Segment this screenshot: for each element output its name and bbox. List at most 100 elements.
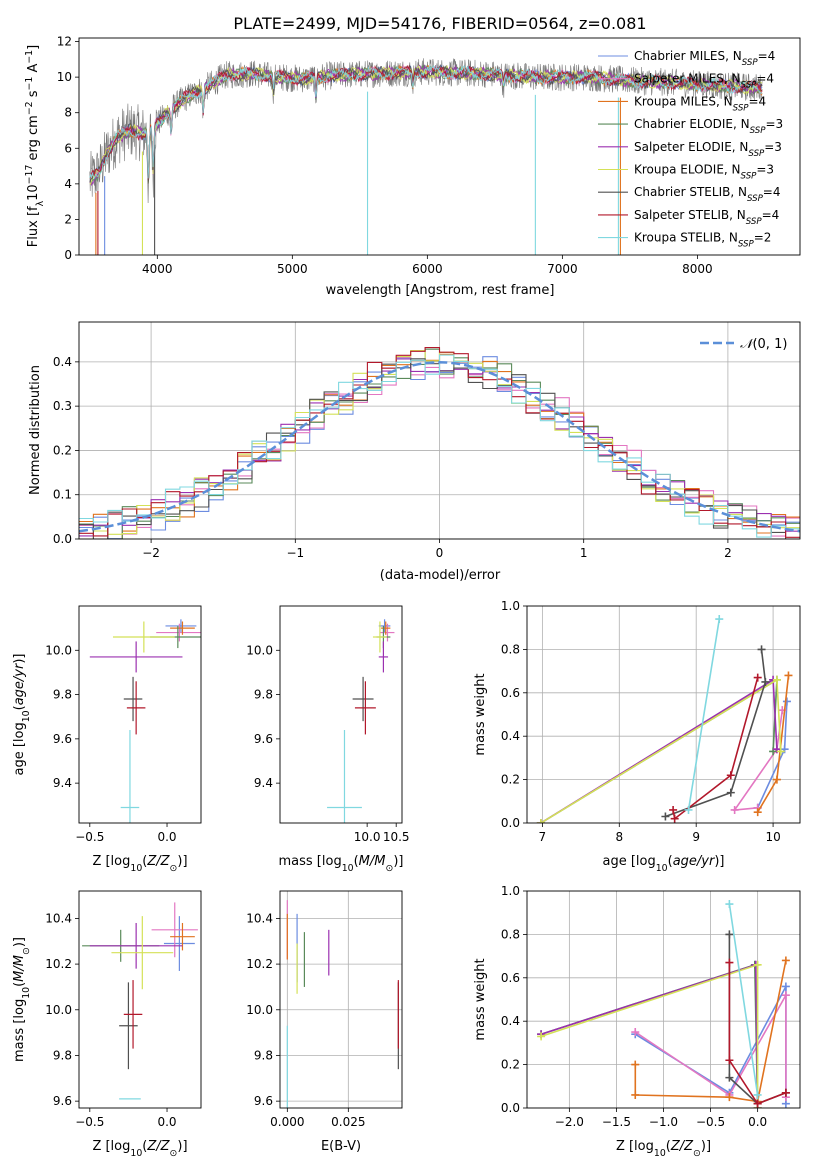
y-tick-label: 0.6 xyxy=(501,686,520,700)
weights-chabrier-stelib-line xyxy=(665,649,767,818)
y-tick-label: 9.8 xyxy=(53,688,72,702)
y-axis-label: mass [log10(M/M⊙)] xyxy=(12,937,32,1062)
weights-chabrier-stelib-marker xyxy=(661,812,670,821)
x-tick-label: 4000 xyxy=(142,262,173,276)
y-tick-label: 10.0 xyxy=(45,1003,72,1017)
y-tick-label: 0.2 xyxy=(501,1058,520,1072)
spectrum-frame xyxy=(78,37,801,256)
legend-label-salpeter-miles: Salpeter MILES, NSSP=4 xyxy=(634,72,774,91)
y-axis-label: Normed distribution xyxy=(28,365,43,495)
y-tick-label: 0.4 xyxy=(501,729,520,743)
weights-kroupa-elodie xyxy=(536,675,785,823)
x-axis-label: wavelength [Angstrom, rest frame] xyxy=(326,283,555,298)
weights-chabrier-stelib-marker xyxy=(761,677,770,686)
legend-label-kroupa-miles: Kroupa MILES, NSSP=4 xyxy=(634,94,766,113)
weights-kroupa-stelib xyxy=(725,900,762,1099)
gaussian-curve xyxy=(79,361,800,533)
x-tick-label: 8 xyxy=(615,830,623,844)
weights-salpeter-stelib-marker xyxy=(725,1056,734,1065)
errorbar-chabrier-miles xyxy=(165,619,197,633)
legend-label-chabrier-miles: Chabrier MILES, NSSP=4 xyxy=(634,49,775,68)
errorbar-kroupa-miles xyxy=(170,621,195,635)
x-tick-label: −0.5 xyxy=(696,1115,725,1129)
y-tick-label: 12 xyxy=(57,35,72,49)
weight-vs-z-frame xyxy=(526,890,801,1109)
weights-salpeter-elodie xyxy=(537,960,762,1108)
weights-chabrier-elodie-line xyxy=(540,963,759,1108)
errorbar-chabrier-stelib xyxy=(123,676,143,722)
errorbar-chabrier-stelib xyxy=(352,676,374,722)
weights-salpeter-stelib-line xyxy=(728,962,787,1105)
plot-spectrum: 4000 5000 6000 7000 8000 0 2 4 6 8 10 12 Chabrier MI… xyxy=(24,35,801,298)
weights-kroupa-elodie-marker xyxy=(536,819,545,823)
weights-kroupa-stelib-marker xyxy=(753,1090,762,1099)
y-axis-label: age [log10(age/yr)] xyxy=(12,653,32,775)
errorbar-kroupa-elodie xyxy=(372,621,387,653)
weights-salpeter-miles-marker xyxy=(781,991,790,1000)
legend-label-chabrier-elodie: Chabrier ELODIE, NSSP=3 xyxy=(634,117,783,136)
weights-kroupa-elodie-line xyxy=(540,963,759,1108)
y-axis-label: Flux [fλ10−17 erg cm−2 s−1 A−1] xyxy=(24,45,46,247)
x-tick-label: −2.0 xyxy=(555,1115,584,1129)
weights-salpeter-stelib xyxy=(669,673,762,823)
weight-vs-z-data xyxy=(527,891,800,1108)
x-tick-label: 5000 xyxy=(277,262,308,276)
x-tick-label: 0.000 xyxy=(270,1115,304,1129)
age-vs-z-data xyxy=(89,619,201,823)
errorbar-salpeter-stelib xyxy=(126,681,146,735)
legend-label-chabrier-stelib: Chabrier STELIB, NSSP=4 xyxy=(634,185,781,204)
y-tick-label: 0.8 xyxy=(501,642,520,656)
plot-residuals: −2 −1 0 1 2 0.0 0.1 0.2 0.3 0.4 𝒩(0, 1) (data-model… xyxy=(28,321,801,583)
errorbar-chabrier-miles xyxy=(378,619,391,633)
weights-kroupa-miles xyxy=(753,671,793,817)
errorbar-chabrier-stelib xyxy=(119,982,138,1070)
plot-age-vs-z: −0.5 0.0 9.4 9.6 9.8 10.0 Z [log10(Z/Z⊙)] age [… xyxy=(12,605,202,874)
weights-kroupa-stelib xyxy=(684,615,724,814)
x-tick-label: 9 xyxy=(692,830,700,844)
weights-kroupa-elodie-line xyxy=(540,678,782,823)
errorbar-salpeter-miles xyxy=(151,902,198,958)
age-vs-z-frame xyxy=(78,605,202,824)
weights-kroupa-miles-marker xyxy=(725,1093,734,1102)
y-tick-label: 8 xyxy=(64,106,72,120)
mass-vs-ebv-frame xyxy=(279,890,403,1109)
x-axis-label: Z [log10(Z/Z⊙)] xyxy=(92,1139,187,1159)
figure-title: PLATE=2499, MJD=54176, FIBERID=0564, z=0… xyxy=(233,14,646,33)
y-axis-label: mass weight xyxy=(473,673,488,755)
errorbar-kroupa-stelib xyxy=(120,730,140,823)
weights-chabrier-miles-marker xyxy=(781,982,790,991)
weights-kroupa-elodie-marker xyxy=(772,675,781,684)
weights-salpeter-stelib-marker xyxy=(753,673,762,682)
errorbar-salpeter-stelib xyxy=(354,681,376,735)
y-tick-label: 0.6 xyxy=(501,971,520,985)
legend-label-kroupa-stelib: Kroupa STELIB, NSSP=2 xyxy=(634,231,771,250)
mass-vs-z-data xyxy=(82,902,198,1100)
y-tick-label: 0.4 xyxy=(53,355,72,369)
weights-salpeter-stelib-marker xyxy=(725,958,734,967)
legend-label-gaussian: 𝒩(0, 1) xyxy=(740,337,787,352)
weights-salpeter-miles-marker xyxy=(730,805,739,814)
y-tick-label: 10.0 xyxy=(45,643,72,657)
y-tick-label: 4 xyxy=(64,177,72,191)
y-tick-label: 0.0 xyxy=(53,532,72,546)
weights-kroupa-elodie-marker xyxy=(753,960,762,969)
x-axis-label: mass [log10(M/M⊙)] xyxy=(279,854,404,874)
y-axis-label: mass weight xyxy=(473,958,488,1040)
legend-label-salpeter-elodie: Salpeter ELODIE, NSSP=3 xyxy=(634,140,782,159)
weights-salpeter-stelib-marker xyxy=(781,1088,790,1097)
errorbar-kroupa-elodie xyxy=(112,621,175,653)
x-tick-label: 10.0 xyxy=(354,830,381,844)
weights-salpeter-stelib-line xyxy=(672,677,759,821)
weights-salpeter-stelib-marker xyxy=(726,771,735,780)
weights-kroupa-miles-marker xyxy=(781,956,790,965)
x-tick-label: 7000 xyxy=(547,262,578,276)
errorbar-salpeter-elodie xyxy=(89,641,183,673)
plot-mass-vs-ebv: 0.000 0.025 9.6 9.8 10.0 10.2 10.4 E(B-V) xyxy=(246,890,403,1154)
model-kroupa-elodie xyxy=(89,64,763,186)
y-tick-label: 9.6 xyxy=(254,1094,273,1108)
y-tick-label: 0.0 xyxy=(501,816,520,830)
y-tick-label: 9.6 xyxy=(53,732,72,746)
x-axis-label: (data-model)/error xyxy=(380,568,501,583)
y-tick-label: 1.0 xyxy=(501,599,520,613)
